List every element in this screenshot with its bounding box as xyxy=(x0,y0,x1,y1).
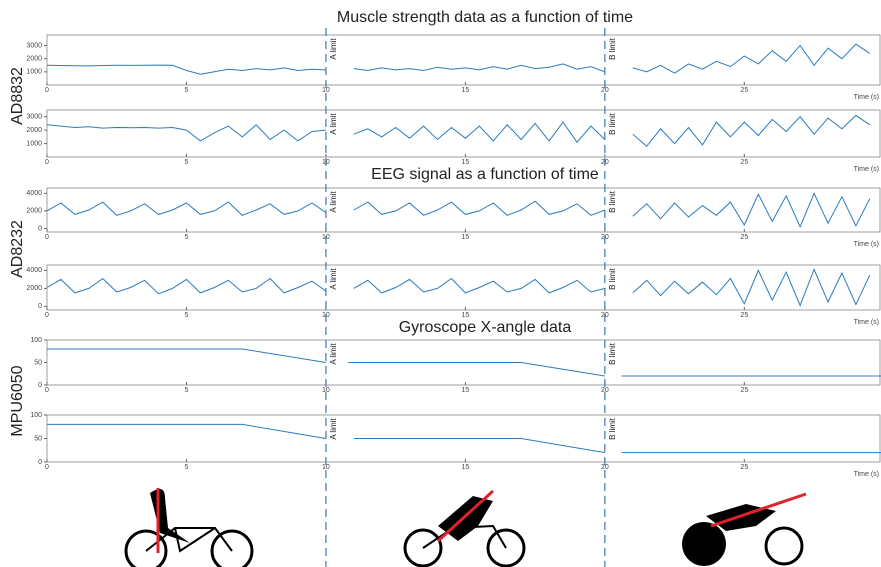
x-tick-label: 25 xyxy=(740,312,748,319)
x-tick-label: 25 xyxy=(740,159,748,166)
y-tick-label: 100 xyxy=(30,412,42,419)
y-tick-label: 1000 xyxy=(26,69,42,76)
x-axis-label: Time (s) xyxy=(854,166,879,173)
x-axis-label: Time (s) xyxy=(854,471,879,478)
x-tick-label: 5 xyxy=(185,159,189,166)
section-title: EEG signal as a function of time xyxy=(371,166,599,183)
x-axis-label: Time (s) xyxy=(854,319,879,326)
signal-line xyxy=(47,270,870,306)
plot-frame xyxy=(47,265,880,310)
limit-label: B limit xyxy=(608,37,617,60)
x-axis-label: Time (s) xyxy=(854,241,879,248)
x-tick-label: 5 xyxy=(185,87,189,94)
x-axis-label: Time (s) xyxy=(854,94,879,101)
limit-label: B limit xyxy=(608,190,617,213)
bike-leaning xyxy=(398,486,533,567)
limit-label: A limit xyxy=(329,113,338,135)
limit-label: A limit xyxy=(329,418,338,440)
signal-line xyxy=(47,115,870,146)
x-tick-label: 5 xyxy=(185,234,189,241)
side-label: AD8232 xyxy=(9,220,26,278)
side-label: AD8832 xyxy=(9,67,26,125)
y-tick-label: 4000 xyxy=(26,190,42,197)
y-tick-label: 0 xyxy=(38,225,42,232)
x-tick-label: 15 xyxy=(461,387,469,394)
y-tick-label: 2000 xyxy=(26,285,42,292)
signal-line xyxy=(47,349,881,376)
y-tick-label: 0 xyxy=(38,382,42,389)
limit-label: A limit xyxy=(329,191,338,213)
x-tick-label: 0 xyxy=(45,464,49,471)
signal-line xyxy=(47,44,870,74)
side-label: MPU6050 xyxy=(9,365,26,436)
x-tick-label: 25 xyxy=(740,234,748,241)
limit-label: A limit xyxy=(329,268,338,290)
x-tick-label: 15 xyxy=(461,234,469,241)
signal-line xyxy=(47,193,870,226)
y-tick-label: 3000 xyxy=(26,114,42,121)
x-tick-label: 0 xyxy=(45,87,49,94)
y-tick-label: 2000 xyxy=(26,127,42,134)
section-title: Muscle strength data as a function of ti… xyxy=(337,9,633,26)
plot-frame xyxy=(47,35,880,85)
limit-label: B limit xyxy=(608,112,617,135)
x-tick-label: 25 xyxy=(740,87,748,94)
x-tick-label: 5 xyxy=(185,312,189,319)
limit-label: A limit xyxy=(329,38,338,60)
y-tick-label: 4000 xyxy=(26,267,42,274)
bikes xyxy=(120,483,811,567)
y-tick-label: 100 xyxy=(30,337,42,344)
x-tick-label: 0 xyxy=(45,234,49,241)
limit-label: B limit xyxy=(608,342,617,365)
x-tick-label: 15 xyxy=(461,464,469,471)
y-tick-label: 2000 xyxy=(26,208,42,215)
x-tick-label: 25 xyxy=(740,464,748,471)
y-tick-label: 3000 xyxy=(26,42,42,49)
figure: 1000200030000510152025Time (s)A limitB l… xyxy=(0,0,881,567)
y-tick-label: 0 xyxy=(38,459,42,466)
y-tick-label: 2000 xyxy=(26,56,42,63)
x-tick-label: 15 xyxy=(461,312,469,319)
y-tick-label: 1000 xyxy=(26,140,42,147)
x-tick-label: 0 xyxy=(45,159,49,166)
limit-label: B limit xyxy=(608,267,617,290)
limit-label: B limit xyxy=(608,417,617,440)
x-tick-label: 5 xyxy=(185,464,189,471)
section-title: Gyroscope X-angle data xyxy=(399,319,572,336)
bike-upright xyxy=(120,483,255,567)
y-tick-label: 50 xyxy=(34,435,42,442)
x-tick-label: 25 xyxy=(740,387,748,394)
bike-aero xyxy=(676,486,811,567)
y-tick-label: 50 xyxy=(34,359,42,366)
limit-label: A limit xyxy=(329,343,338,365)
x-tick-label: 0 xyxy=(45,312,49,319)
x-tick-label: 5 xyxy=(185,387,189,394)
x-tick-label: 15 xyxy=(461,87,469,94)
signal-line xyxy=(47,424,881,452)
x-tick-label: 0 xyxy=(45,387,49,394)
y-tick-label: 0 xyxy=(38,303,42,310)
x-tick-label: 15 xyxy=(461,159,469,166)
plot-frame xyxy=(47,110,880,157)
